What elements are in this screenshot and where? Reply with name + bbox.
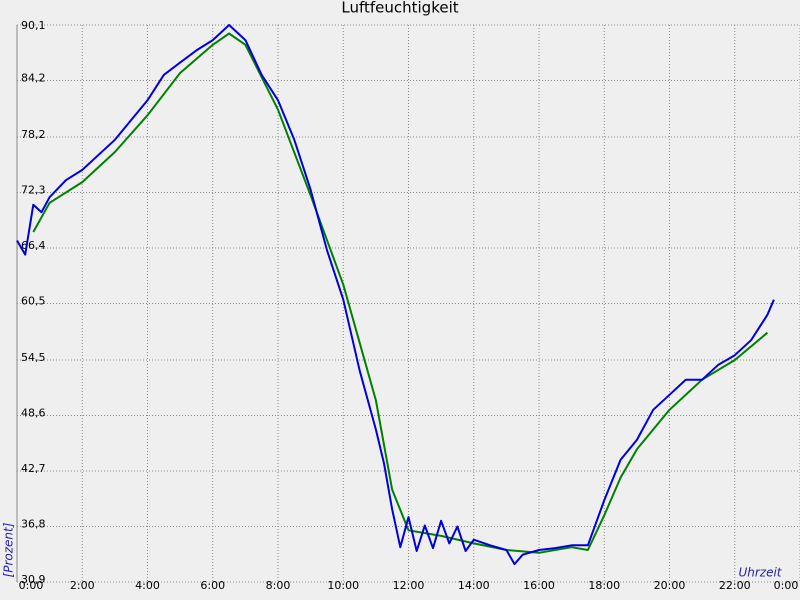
y-tick-label: 60,5 [21, 295, 46, 308]
x-tick-label: 20:00 [654, 579, 686, 592]
x-tick-label: 16:00 [523, 579, 555, 592]
y-tick-label: 48,6 [21, 406, 46, 419]
y-tick-label: 42,7 [21, 462, 46, 475]
x-tick-label: 14:00 [458, 579, 490, 592]
chart-title: Luftfeuchtigkeit [341, 0, 458, 17]
x-tick-label: 4:00 [135, 579, 160, 592]
x-tick-label: 8:00 [266, 579, 291, 592]
x-tick-label: 6:00 [200, 579, 225, 592]
y-tick-label: 78,2 [21, 128, 46, 141]
x-tick-label: 0:00 [19, 579, 44, 592]
x-tick-label: 10:00 [327, 579, 359, 592]
y-tick-label: 72,3 [21, 183, 46, 196]
y-tick-label: 90,1 [21, 19, 46, 32]
x-tick-label: 18:00 [588, 579, 620, 592]
data-line [32, 32, 769, 554]
y-tick-label: 54,5 [21, 351, 46, 364]
data-line [16, 24, 775, 566]
x-tick-label: 0:00 [774, 579, 799, 592]
y-tick-label: 66,4 [21, 239, 46, 252]
y-axis-title: [Prozent] [2, 522, 16, 577]
x-tick-label: 2:00 [70, 579, 95, 592]
x-tick-label: 22:00 [719, 579, 751, 592]
y-tick-label: 84,2 [21, 72, 46, 85]
x-tick-label: 12:00 [393, 579, 425, 592]
x-axis-title: Uhrzeit [738, 566, 782, 580]
y-tick-label: 36,8 [21, 517, 46, 530]
y-tick-label: 30,9 [21, 573, 46, 586]
